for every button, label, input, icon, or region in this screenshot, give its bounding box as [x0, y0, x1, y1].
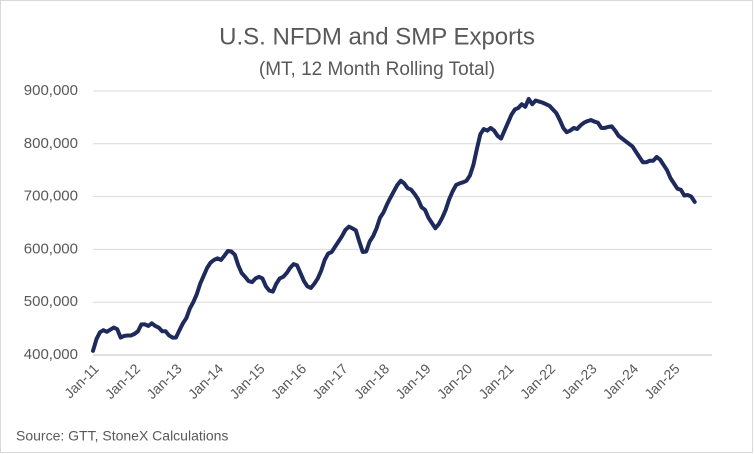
data-line — [91, 96, 697, 353]
y-tick-label: 600,000 — [24, 240, 78, 257]
y-tick-label: 400,000 — [24, 346, 78, 363]
source-note: Source: GTT, StoneX Calculations — [16, 428, 228, 444]
chart-title: U.S. NFDM and SMP Exports — [219, 23, 535, 50]
y-tick-label: 700,000 — [24, 188, 78, 205]
chart-subtitle: (MT, 12 Month Rolling Total) — [259, 59, 495, 80]
y-tick-label: 900,000 — [24, 82, 78, 99]
y-tick-label: 800,000 — [24, 135, 78, 152]
y-tick-label: 500,000 — [24, 293, 78, 310]
